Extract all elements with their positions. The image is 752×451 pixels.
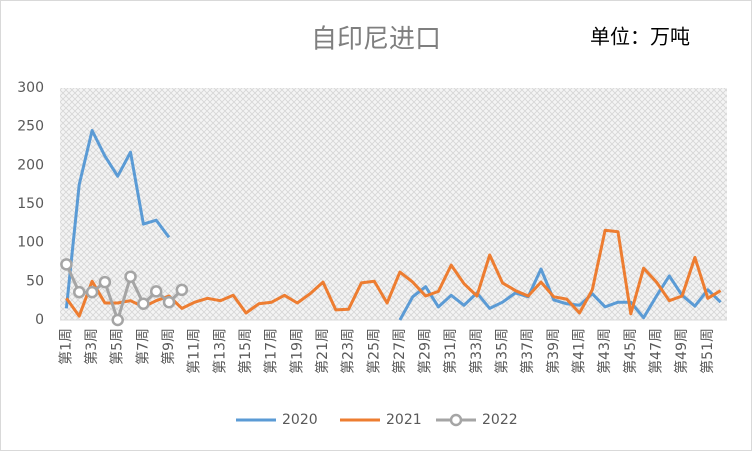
x-tick-label: 第35周 [494, 328, 511, 374]
x-tick-label: 第5周 [109, 328, 126, 365]
x-tick-label: 第21周 [314, 328, 331, 374]
series-line [64, 129, 722, 321]
legend-label: 2021 [386, 412, 422, 428]
x-tick-label: 第45周 [622, 328, 639, 374]
x-tick-label: 第29周 [417, 328, 434, 374]
x-tick-label: 第33周 [468, 328, 485, 374]
series-marker [72, 285, 86, 299]
x-tick-label: 第43周 [596, 328, 613, 374]
series-marker [175, 283, 189, 297]
y-tick-label: 300 [17, 80, 44, 96]
x-tick-label: 第13周 [211, 328, 228, 374]
x-tick-label: 第15周 [237, 328, 254, 374]
x-tick-label: 第9周 [160, 328, 177, 365]
x-tick-label: 第3周 [83, 328, 100, 365]
x-tick-label: 第19周 [288, 328, 305, 374]
series-marker [111, 313, 124, 327]
y-tick-label: 100 [17, 235, 44, 251]
y-tick-label: 250 [17, 119, 44, 135]
x-tick-label: 第7周 [134, 328, 151, 365]
series-line [65, 263, 183, 322]
y-tick-label: 0 [35, 312, 44, 328]
x-tick-label: 第11周 [186, 328, 203, 374]
series-marker [162, 295, 176, 309]
x-tick-label: 第41周 [570, 328, 587, 374]
y-tick-label: 50 [26, 273, 44, 289]
legend-label: 2020 [282, 412, 318, 428]
x-tick-label: 第31周 [442, 328, 459, 374]
series-marker [60, 258, 73, 271]
x-tick-label: 第17周 [263, 328, 280, 374]
x-tick-label: 第39周 [545, 328, 562, 374]
x-tick-label: 第37周 [519, 328, 536, 374]
y-tick-label: 150 [17, 196, 44, 212]
plot-area [60, 88, 727, 320]
series-marker [98, 275, 112, 289]
series-marker [137, 297, 150, 311]
x-tick-label: 第49周 [673, 328, 690, 374]
x-tick-label: 第25周 [365, 328, 382, 374]
unit-annotation: 单位：万吨 [590, 25, 690, 49]
x-tick-label: 第51周 [699, 328, 716, 374]
chart-title: 自印尼进口 [311, 25, 441, 55]
series-marker [149, 285, 163, 298]
series-line [65, 228, 722, 318]
legend-marker [449, 413, 463, 427]
x-tick-label: 第27周 [391, 328, 408, 374]
series-marker [124, 270, 137, 283]
x-tick-label: 第47周 [647, 328, 664, 374]
series-marker [85, 285, 99, 299]
y-tick-label: 200 [17, 157, 44, 173]
legend-label: 2022 [482, 412, 518, 428]
x-tick-label: 第1周 [57, 328, 74, 365]
x-tick-label: 第23周 [340, 328, 357, 374]
